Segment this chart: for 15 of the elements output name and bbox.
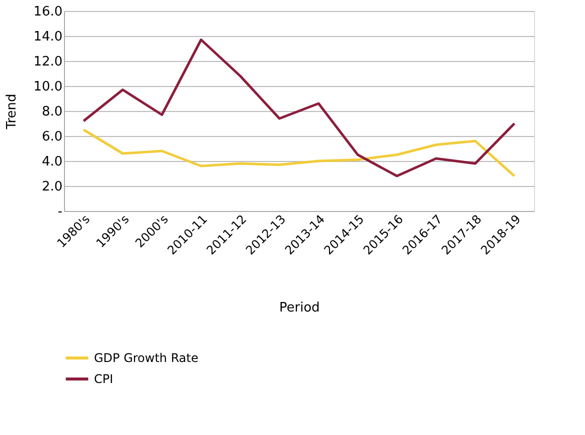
line-series xyxy=(82,38,516,178)
y-tick-label: 2.0 xyxy=(42,180,62,194)
y-tick-label: - xyxy=(58,204,63,220)
legend-label: GDP Growth Rate xyxy=(94,351,198,365)
y-tick-label: 8.0 xyxy=(42,104,62,120)
line-series xyxy=(82,128,516,178)
x-axis-title: Period xyxy=(279,300,320,316)
y-tick-label: 16.0 xyxy=(34,4,62,20)
legend-label: CPI xyxy=(94,372,114,386)
y-tick-label: 14.0 xyxy=(34,30,62,44)
y-tick-label: 10.0 xyxy=(34,80,62,94)
y-tick-label: 4.0 xyxy=(42,154,62,170)
y-axis-title: Trend xyxy=(4,94,20,130)
y-tick-label: 12.0 xyxy=(34,54,62,70)
y-tick-label: 6.0 xyxy=(42,130,62,144)
